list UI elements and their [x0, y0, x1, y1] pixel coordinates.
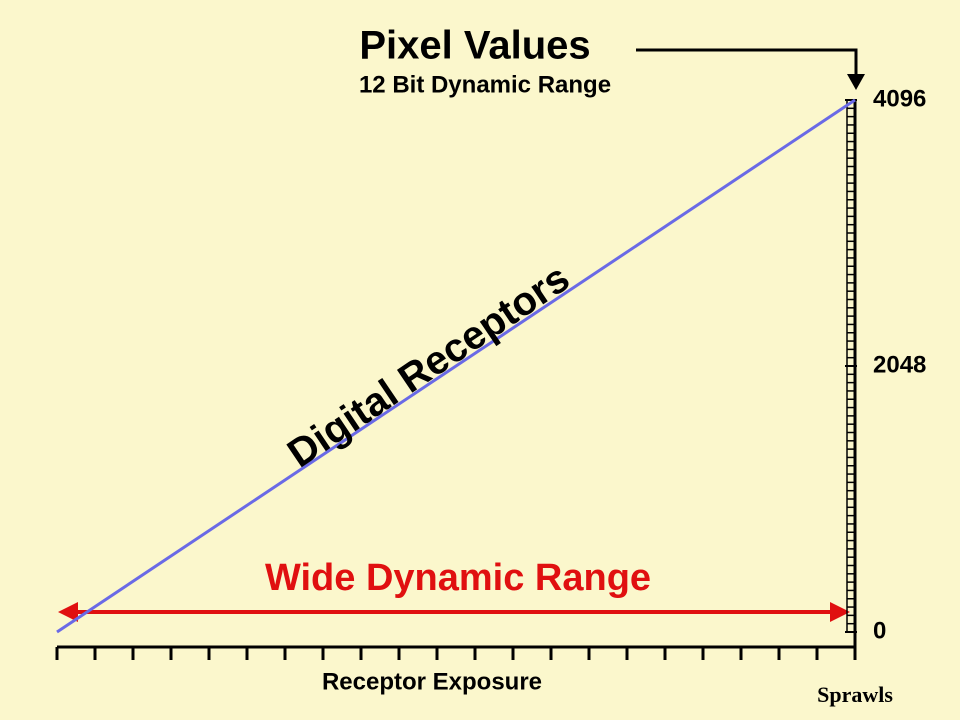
x-axis-label: Receptor Exposure: [322, 668, 542, 695]
y-tick-label: 2048: [873, 351, 926, 378]
range-arrowhead-right: [830, 602, 850, 622]
range-arrowhead-left: [58, 602, 78, 622]
data-line: [56, 98, 856, 634]
chart-subtitle: 12 Bit Dynamic Range: [359, 71, 611, 98]
y-tick-label: 4096: [873, 85, 926, 112]
title-arrow: [636, 48, 858, 78]
title-arrowhead: [847, 74, 865, 90]
chart-title: Pixel Values: [359, 24, 590, 68]
credit: Sprawls: [817, 682, 893, 707]
range-annotation: Wide Dynamic Range: [265, 557, 651, 599]
y-tick-label: 0: [873, 617, 886, 644]
